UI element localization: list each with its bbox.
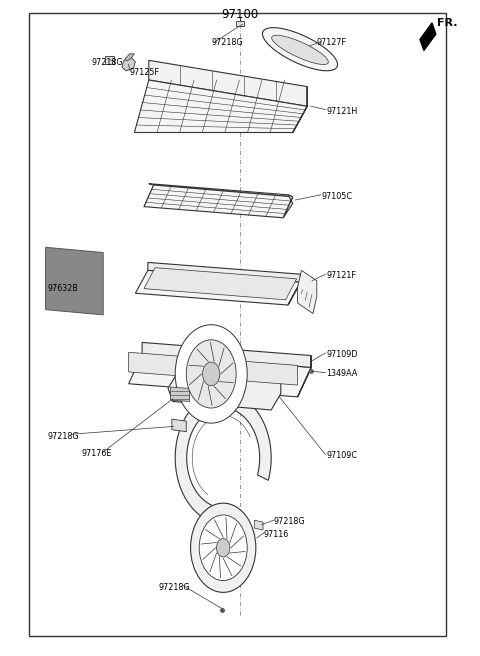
Text: FR.: FR. xyxy=(437,18,457,28)
Circle shape xyxy=(216,539,230,557)
Polygon shape xyxy=(172,419,186,432)
Polygon shape xyxy=(125,54,134,61)
Polygon shape xyxy=(105,56,114,64)
Polygon shape xyxy=(148,262,300,282)
Polygon shape xyxy=(236,21,244,26)
Polygon shape xyxy=(298,356,311,397)
Text: 97218G: 97218G xyxy=(211,38,243,47)
Polygon shape xyxy=(144,268,297,300)
Polygon shape xyxy=(129,352,298,385)
Polygon shape xyxy=(46,247,103,315)
Circle shape xyxy=(175,325,247,423)
Polygon shape xyxy=(263,28,337,71)
Polygon shape xyxy=(175,392,271,522)
Text: 97218G: 97218G xyxy=(274,517,305,526)
Polygon shape xyxy=(129,354,311,397)
Text: 97632B: 97632B xyxy=(48,284,79,293)
Polygon shape xyxy=(288,274,300,305)
Text: 97100: 97100 xyxy=(221,8,259,21)
Text: 1349AA: 1349AA xyxy=(326,369,358,379)
Polygon shape xyxy=(122,58,135,71)
Polygon shape xyxy=(272,35,328,64)
Polygon shape xyxy=(170,387,190,401)
Text: 97127F: 97127F xyxy=(317,38,347,47)
Circle shape xyxy=(191,503,256,592)
Polygon shape xyxy=(293,87,307,133)
Polygon shape xyxy=(134,80,307,133)
Polygon shape xyxy=(298,270,317,314)
Text: 97176E: 97176E xyxy=(82,449,112,459)
Circle shape xyxy=(186,340,236,408)
Circle shape xyxy=(199,515,247,581)
Polygon shape xyxy=(144,185,293,218)
Text: 97121F: 97121F xyxy=(326,271,356,280)
Text: 97116: 97116 xyxy=(264,530,289,539)
Text: 97218G: 97218G xyxy=(48,432,80,441)
Text: 97218G: 97218G xyxy=(158,583,190,592)
Polygon shape xyxy=(142,342,311,367)
Text: 97105C: 97105C xyxy=(322,192,353,201)
Polygon shape xyxy=(149,184,293,197)
Text: 97218G: 97218G xyxy=(91,58,123,67)
Polygon shape xyxy=(283,195,293,218)
Text: 97109D: 97109D xyxy=(326,350,358,359)
Text: 97125F: 97125F xyxy=(130,68,159,77)
Circle shape xyxy=(203,362,220,386)
Bar xyxy=(29,13,446,636)
Polygon shape xyxy=(168,373,281,410)
Text: 97121H: 97121H xyxy=(326,107,358,116)
Polygon shape xyxy=(149,60,307,106)
Polygon shape xyxy=(135,270,300,305)
Polygon shape xyxy=(420,23,436,51)
Polygon shape xyxy=(254,520,263,530)
Text: 97109C: 97109C xyxy=(326,451,358,461)
